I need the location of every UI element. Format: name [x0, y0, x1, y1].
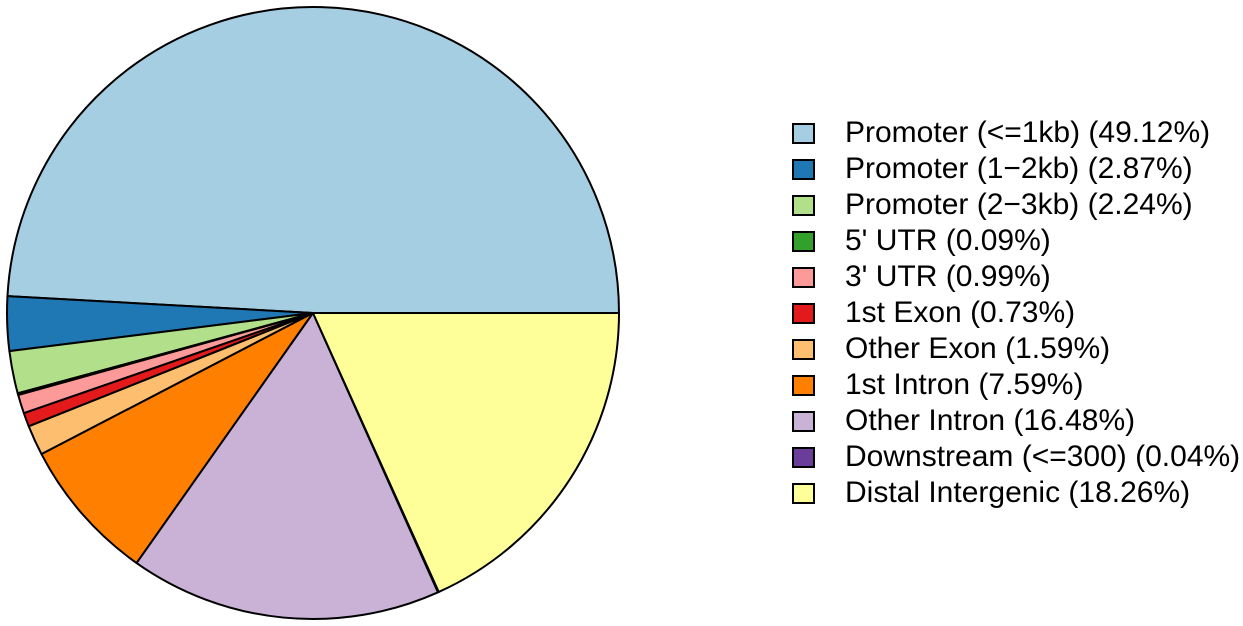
legend-label: Other Exon (1.59%) — [845, 332, 1111, 365]
legend-swatch — [792, 122, 815, 144]
legend-swatch — [792, 482, 815, 504]
legend-item-promoter-1-2kb: Promoter (1−2kb) (2.87%) — [792, 151, 1240, 187]
legend-swatch — [792, 230, 815, 252]
legend-item-other-intron: Other Intron (16.48%) — [792, 403, 1240, 439]
legend-item-1st-intron: 1st Intron (7.59%) — [792, 367, 1240, 403]
legend-item-promoter-1kb: Promoter (<=1kb) (49.12%) — [792, 115, 1240, 151]
legend-item-distal-intergenic: Distal Intergenic (18.26%) — [792, 475, 1240, 511]
legend-item-downstream-300: Downstream (<=300) (0.04%) — [792, 439, 1240, 475]
legend-item-other-exon: Other Exon (1.59%) — [792, 331, 1240, 367]
legend-swatch — [792, 266, 815, 288]
legend-label: 3' UTR (0.99%) — [845, 260, 1051, 293]
legend-swatch — [792, 302, 815, 324]
legend-item-3-utr: 3' UTR (0.99%) — [792, 259, 1240, 295]
legend-swatch — [792, 410, 815, 432]
pie-slice-1st-intron — [40, 312, 314, 565]
legend: Promoter (<=1kb) (49.12%) Promoter (1−2kb… — [792, 115, 1240, 511]
pie-slice-other-intron — [135, 312, 440, 620]
pie-slice-distal-intergenic — [312, 312, 620, 593]
legend-label: Promoter (2−3kb) (2.24%) — [845, 188, 1193, 221]
legend-item-5-utr: 5' UTR (0.09%) — [792, 223, 1240, 259]
legend-label: 1st Intron (7.59%) — [845, 368, 1084, 401]
legend-label: Promoter (<=1kb) (49.12%) — [845, 116, 1211, 149]
pie-chart — [6, 6, 620, 620]
legend-swatch — [792, 158, 815, 180]
legend-swatch — [792, 374, 815, 396]
legend-swatch — [792, 194, 815, 216]
legend-label: Promoter (1−2kb) (2.87%) — [845, 152, 1193, 185]
legend-item-1st-exon: 1st Exon (0.73%) — [792, 295, 1240, 331]
legend-item-promoter-2-3kb: Promoter (2−3kb) (2.24%) — [792, 187, 1240, 223]
legend-label: 5' UTR (0.09%) — [845, 224, 1051, 257]
legend-swatch — [792, 446, 815, 468]
pie-slice-promoter-1kb — [6, 6, 620, 314]
legend-swatch — [792, 338, 815, 360]
legend-label: Distal Intergenic (18.26%) — [845, 476, 1191, 509]
legend-label: Downstream (<=300) (0.04%) — [845, 440, 1241, 473]
legend-label: Other Intron (16.48%) — [845, 404, 1136, 437]
legend-label: 1st Exon (0.73%) — [845, 296, 1076, 329]
